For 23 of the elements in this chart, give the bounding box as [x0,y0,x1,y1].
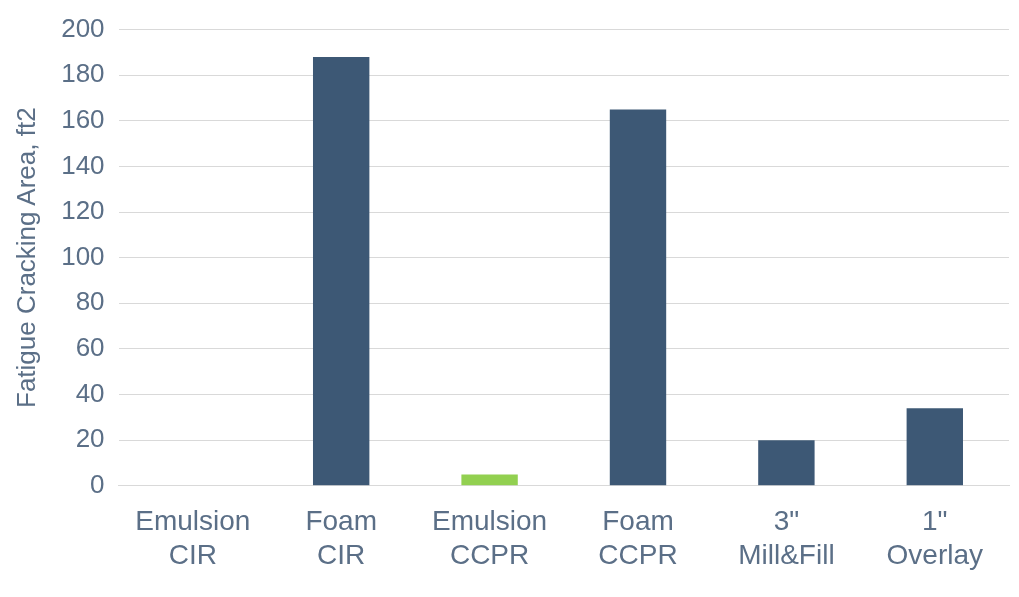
y-tick-label: 140 [61,149,105,180]
y-tick-label: 120 [61,195,105,226]
y-tick-label: 40 [75,377,105,408]
y-tick-label: 0 [90,468,105,499]
bar [906,408,963,486]
x-tick-label: Foam CCPR [598,505,678,570]
x-tick-label: 3" Mill&Fill [738,505,835,570]
bar [758,440,815,486]
bar [461,474,518,486]
x-tick-label: Foam CIR [305,505,377,570]
y-tick-label: 160 [61,104,105,135]
x-tick-label: Emulsion CIR [135,505,251,570]
y-tick-label: 180 [61,58,105,89]
x-tick-label: 1" Overlay [886,505,984,570]
y-tick-label: 80 [75,286,105,317]
y-tick-label: 200 [61,12,105,43]
y-axis-title: Fatigue Cracking Area, ft2 [10,107,41,408]
bar [609,109,667,486]
bar [312,56,370,486]
y-tick-label: 100 [61,240,105,271]
x-tick-label: Emulsion CCPR [432,505,548,570]
y-tick-label: 20 [75,423,105,454]
y-tick-label: 60 [75,332,105,363]
